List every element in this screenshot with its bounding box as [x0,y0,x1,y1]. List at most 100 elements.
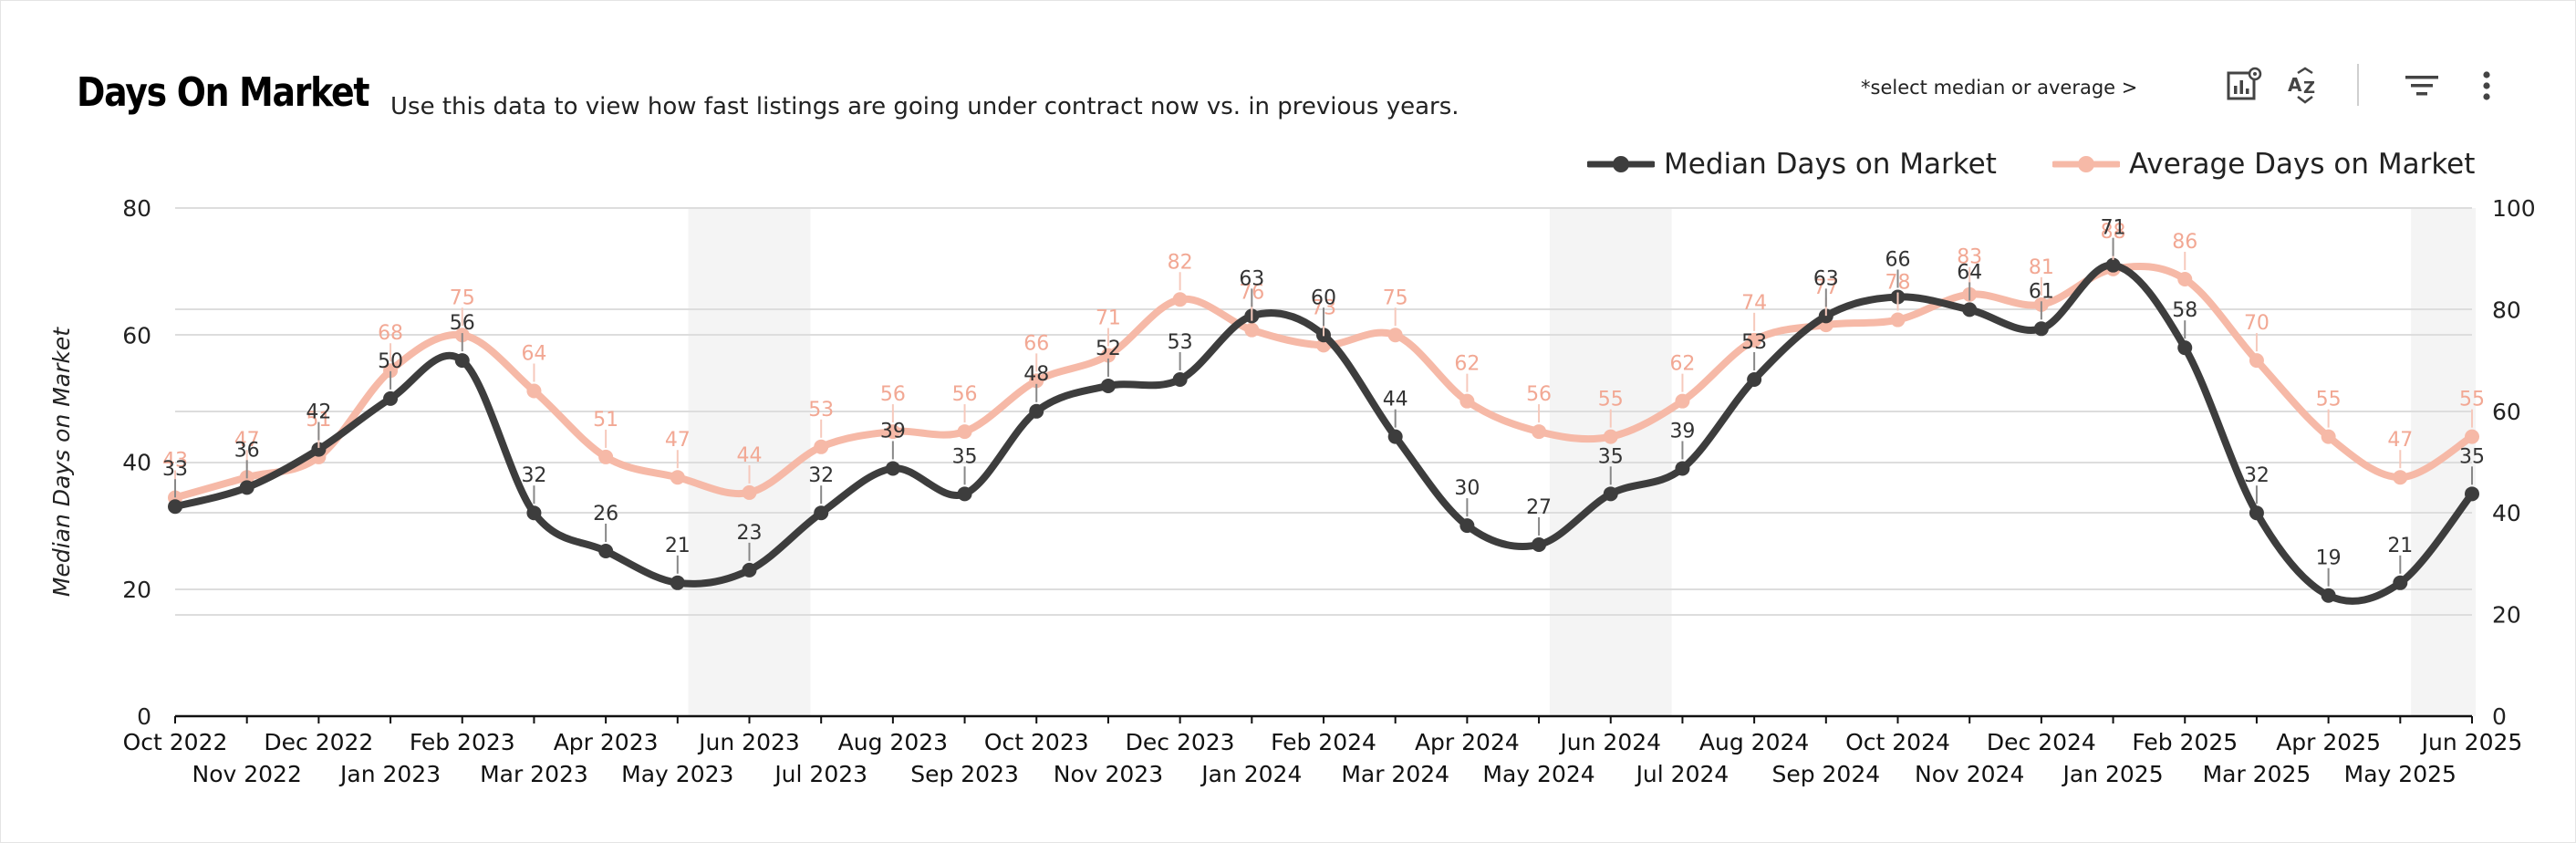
y-right-tick-label: 0 [2492,703,2507,730]
median-data-label: 35 [952,445,978,468]
legend-label-median: Median Days on Market [1664,148,1997,181]
x-tick-label: Dec 2024 [1987,729,2096,755]
median-point [1387,429,1403,444]
average-data-label: 66 [1023,332,1049,355]
x-tick-label: Jan 2024 [1200,761,1302,787]
x-tick-label: Aug 2024 [1699,729,1809,755]
legend-item-average[interactable]: Average Days on Market [2052,148,2475,181]
median-data-label: 60 [1311,286,1336,309]
median-data-label: 39 [1669,420,1695,442]
page-title: Days On Market [77,69,369,116]
average-point [1244,322,1260,338]
average-point [814,439,829,454]
filter-icon[interactable] [2402,66,2442,106]
average-data-label: 86 [2172,231,2197,254]
more-vert-icon[interactable] [2467,66,2507,106]
y-left-tick-label: 20 [122,577,151,603]
y-right-tick-label: 20 [2492,602,2521,629]
median-data-label: 66 [1885,248,1911,271]
average-data-label: 71 [1096,307,1121,330]
median-data-label: 32 [808,464,834,487]
median-point [2321,588,2336,603]
x-tick-label: Apr 2023 [554,729,659,755]
legend-label-average: Average Days on Market [2129,148,2476,181]
x-tick-label: Feb 2025 [2132,729,2238,755]
median-point [454,353,470,369]
average-data-label: 47 [234,429,260,452]
x-tick-label: Sep 2024 [1771,761,1880,787]
median-data-label: 61 [2029,280,2054,303]
x-tick-label: Sep 2023 [910,761,1019,787]
average-data-label: 55 [1598,389,1624,411]
average-data-label: 68 [378,322,403,345]
median-data-label: 35 [1598,445,1624,468]
median-point [2033,321,2049,337]
median-point [1962,302,1978,317]
average-point [1459,393,1475,409]
median-point [1029,403,1044,419]
median-data-label: 21 [2387,535,2413,557]
average-data-label: 62 [1454,353,1480,376]
average-data-label: 83 [1957,246,1982,269]
average-point [1890,312,1906,328]
median-point [1459,518,1475,534]
median-point [814,505,829,521]
average-data-label: 55 [2459,389,2485,411]
y-left-tick-label: 60 [122,322,151,349]
x-tick-label: Nov 2024 [1915,761,2024,787]
median-data-label: 52 [1096,338,1121,360]
average-point [1532,424,1547,440]
average-data-label: 56 [1526,383,1552,406]
median-point [598,543,614,558]
x-tick-label: May 2025 [2344,761,2457,787]
chart-settings-icon[interactable] [2223,66,2263,106]
average-point [1172,292,1188,307]
x-tick-label: Oct 2024 [1845,729,1950,755]
x-tick-label: Apr 2025 [2276,729,2381,755]
median-data-label: 33 [162,458,188,481]
median-data-label: 53 [1741,331,1767,354]
legend-item-median[interactable]: Median Days on Market [1587,148,1997,181]
average-point [2321,429,2336,444]
median-point [885,461,900,476]
x-tick-label: Mar 2025 [2203,761,2311,787]
median-point [670,575,685,590]
page-subtitle: Use this data to view how fast listings … [390,93,1459,120]
x-tick-label: Feb 2023 [410,729,515,755]
average-point [1747,332,1762,348]
median-point [742,562,757,578]
x-tick-label: May 2024 [1482,761,1594,787]
median-point [1172,371,1188,387]
x-tick-label: Mar 2024 [1341,761,1449,787]
average-data-label: 56 [880,383,906,406]
select-hint: *select median or average > [1861,77,2138,99]
median-data-label: 26 [593,503,618,526]
median-data-label: 63 [1813,267,1839,290]
median-point [1532,537,1547,553]
median-point [1100,378,1116,393]
average-point [742,484,757,500]
median-data-label: 58 [2172,299,2197,322]
average-data-label: 47 [665,429,691,452]
average-data-label: 62 [1669,353,1695,376]
median-point [168,499,182,515]
median-point [311,442,327,457]
median-point [239,480,254,495]
x-tick-label: Oct 2022 [123,729,228,755]
average-data-label: 44 [737,444,763,467]
median-data-label: 39 [880,420,906,442]
average-data-label: 70 [2244,312,2270,335]
average-point [383,363,399,379]
average-data-label: 51 [593,409,618,432]
median-data-label: 23 [737,522,763,545]
average-data-label: 82 [1168,251,1193,274]
x-tick-label: Jun 2024 [1558,729,1661,755]
median-data-label: 32 [2244,464,2270,487]
svg-text:Z: Z [2303,78,2315,98]
median-data-label: 35 [2459,445,2485,468]
median-data-label: 32 [521,464,546,487]
sort-az-icon[interactable]: A Z [2285,66,2325,106]
median-data-label: 36 [234,439,260,462]
